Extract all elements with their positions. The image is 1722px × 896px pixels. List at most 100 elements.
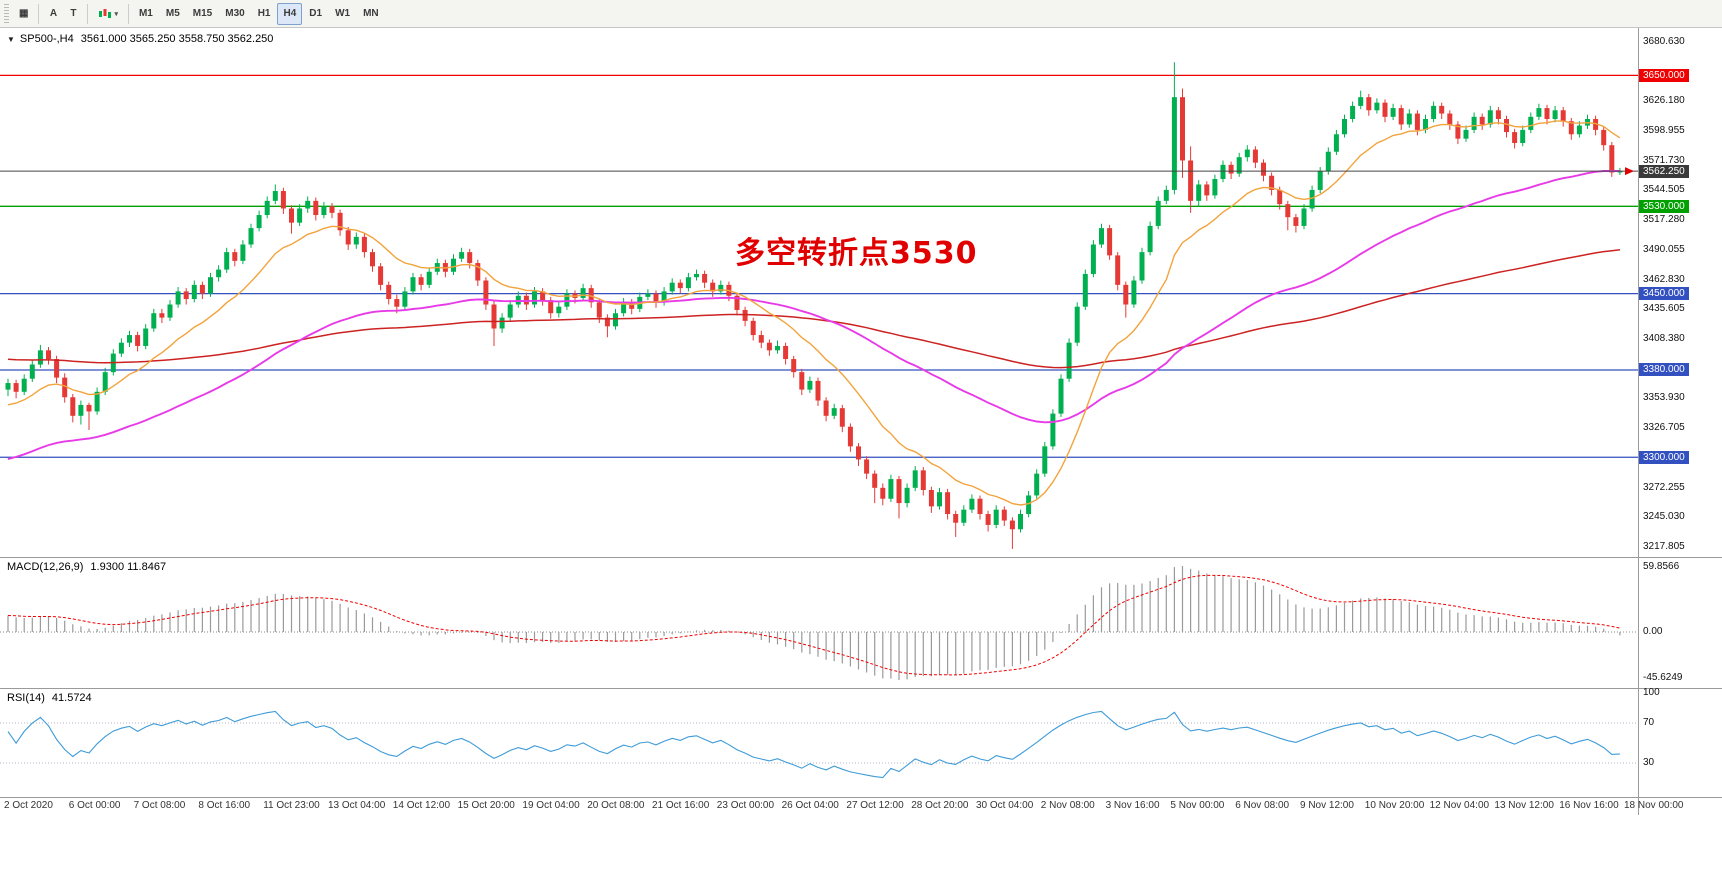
price-axis-label: 3626.180 [1643, 95, 1685, 107]
timeframe-w1-button[interactable]: W1 [329, 3, 356, 25]
rsi-axis-label: 70 [1643, 717, 1655, 728]
cursor-tool-a-button[interactable]: A [43, 3, 63, 25]
rsi-header: RSI(14) 41.5724 [7, 692, 92, 704]
toolbar: ▦ A T ▾ M1 M5 M15 M30 H1 H4 D1 W1 MN [0, 0, 1722, 28]
rsi-axis-label: 100 [1643, 687, 1660, 698]
rsi-axis-label: 30 [1643, 757, 1655, 768]
timeframe-mn-button[interactable]: MN [357, 3, 385, 25]
annotation-text[interactable]: 多空转折点3530 [735, 236, 978, 271]
timeframe-m30-button[interactable]: M30 [219, 3, 250, 25]
price-axis-label: 3517.280 [1643, 214, 1685, 226]
date-axis-label: 11 Oct 23:00 [263, 800, 320, 811]
ma-mid-line [7, 170, 1620, 461]
date-axis-label: 21 Oct 16:00 [652, 800, 710, 811]
rsi-line [7, 710, 1620, 779]
price-axis-label: 3435.605 [1643, 303, 1685, 315]
price-axis-label: 3598.955 [1643, 125, 1685, 137]
date-axis-label: 13 Oct 04:00 [328, 800, 386, 811]
date-axis-label: 16 Nov 16:00 [1559, 800, 1619, 811]
price-axis-label: 3680.630 [1643, 35, 1685, 47]
price-chart-panel[interactable] [0, 28, 1722, 557]
macd-title: MACD(12,26,9) [7, 561, 84, 573]
macd-values: 1.9300 11.8467 [90, 561, 167, 573]
price-level-badge: 3450.000 [1639, 287, 1689, 301]
price-level-badge: 3530.000 [1639, 199, 1689, 213]
date-axis-label: 2 Oct 2020 [4, 800, 53, 811]
date-axis-label: 6 Nov 08:00 [1235, 800, 1290, 811]
date-axis-label: 6 Oct 00:00 [68, 800, 121, 811]
price-axis-label: 3245.030 [1643, 511, 1685, 523]
panel-separator[interactable] [0, 688, 1722, 689]
ohlc-values: 3561.000 3565.250 3558.750 3562.250 [80, 33, 274, 45]
price-axis-label: 3571.730 [1643, 154, 1685, 166]
date-axis-label: 27 Oct 12:00 [846, 800, 904, 811]
price-axis-label: 3353.930 [1643, 392, 1685, 404]
rsi-title: RSI(14) [7, 692, 45, 704]
toolbar-drag-handle[interactable] [4, 3, 9, 24]
price-level-badge: 3380.000 [1639, 363, 1689, 377]
macd-header: MACD(12,26,9) 1.9300 11.8467 [7, 561, 166, 573]
toolbar-separator [127, 3, 129, 24]
date-axis-label: 20 Oct 08:00 [587, 800, 645, 811]
text-tool-t-button[interactable]: T [63, 3, 83, 25]
current-price-arrow [1625, 167, 1634, 176]
date-axis-label: 15 Oct 20:00 [457, 800, 515, 811]
macd-axis-label: 59.8566 [1643, 561, 1680, 572]
date-axis-label: 10 Nov 20:00 [1364, 800, 1425, 811]
chart-type-button[interactable]: ▾ [92, 3, 124, 25]
date-axis-label: 23 Oct 00:00 [716, 800, 775, 811]
chart-ohlc-header: ▼ SP500-,H4 3561.000 3565.250 3558.750 3… [7, 33, 273, 45]
date-axis-label: 5 Nov 00:00 [1170, 800, 1225, 811]
date-axis-label: 18 Nov 00:00 [1624, 800, 1684, 811]
price-axis-label: 3544.505 [1643, 184, 1685, 196]
rsi-panel[interactable] [0, 689, 1722, 797]
candlestick-icon [99, 8, 112, 18]
date-axis-label: 28 Oct 20:00 [911, 800, 969, 811]
date-axis-label: 26 Oct 04:00 [781, 800, 839, 811]
timeframe-d1-button[interactable]: D1 [303, 3, 328, 25]
price-axis-label: 3217.805 [1643, 540, 1685, 552]
timeframe-m5-button[interactable]: M5 [160, 3, 186, 25]
candles-group [5, 62, 1623, 549]
date-axis-label: 7 Oct 08:00 [133, 800, 186, 811]
date-axis-label: 12 Nov 04:00 [1429, 800, 1490, 811]
toolbar-separator [87, 3, 89, 24]
date-axis-label: 2 Nov 08:00 [1040, 800, 1095, 811]
timeframe-h4-button[interactable]: H4 [277, 2, 303, 25]
chevron-down-icon: ▾ [114, 10, 118, 18]
price-level-badge: 3650.000 [1639, 68, 1689, 82]
price-axis-label: 3326.705 [1643, 422, 1685, 434]
price-axis-border [1638, 28, 1639, 815]
price-level-badge: 3300.000 [1639, 450, 1689, 464]
price-axis-label: 3272.255 [1643, 481, 1685, 493]
timeframe-button-group: M1 M5 M15 M30 H1 H4 D1 W1 MN [133, 2, 385, 25]
price-axis-label: 3490.055 [1643, 243, 1685, 255]
macd-signal-line [7, 574, 1621, 676]
macd-axis-label: -45.6249 [1643, 672, 1683, 683]
date-axis-label: 14 Oct 12:00 [392, 800, 451, 811]
price-axis-label: 3408.380 [1643, 333, 1685, 344]
price-axis-label: 3462.830 [1643, 273, 1685, 285]
collapse-triangle-icon[interactable]: ▼ [7, 34, 15, 44]
macd-panel[interactable] [0, 558, 1722, 688]
panel-separator [0, 797, 1722, 798]
macd-histogram [7, 566, 1621, 680]
ma-slow-line [7, 249, 1620, 369]
timeframe-m1-button[interactable]: M1 [133, 3, 159, 25]
date-axis-label: 9 Nov 12:00 [1300, 800, 1354, 811]
current-price-badge: 3562.250 [1639, 164, 1689, 178]
date-axis-label: 19 Oct 04:00 [522, 800, 580, 811]
date-axis-label: 30 Oct 04:00 [976, 800, 1034, 811]
macd-axis-label: 0.00 [1643, 626, 1663, 637]
toolbar-separator [38, 3, 40, 24]
timeframe-m15-button[interactable]: M15 [187, 3, 218, 25]
date-axis-label: 3 Nov 16:00 [1105, 800, 1160, 811]
timeframe-h1-button[interactable]: H1 [252, 3, 277, 25]
panel-separator[interactable] [0, 557, 1722, 558]
symbol-label: SP500-,H4 [19, 33, 74, 45]
date-axis-label: 8 Oct 16:00 [198, 800, 251, 811]
ma-fast-line [7, 120, 1621, 506]
charts-grid-icon[interactable]: ▦ [13, 3, 34, 25]
rsi-value: 41.5724 [51, 692, 92, 704]
date-axis-label: 13 Nov 12:00 [1494, 800, 1554, 811]
